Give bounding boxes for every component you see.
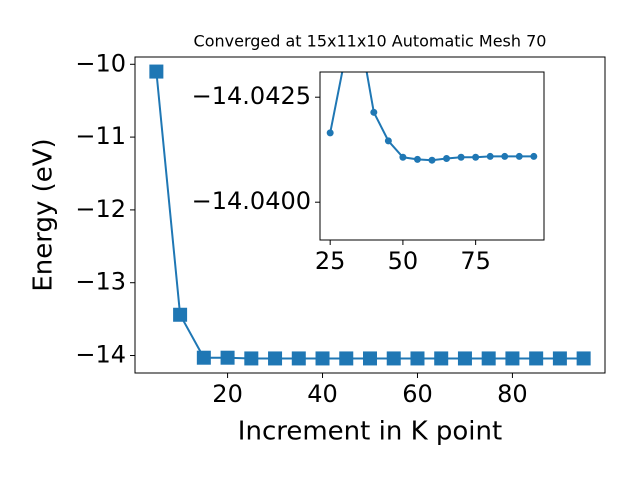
x-tick-label: 80 [497,380,528,408]
data-point [384,137,392,145]
x-tick-label: 50 [388,247,419,275]
y-tick-label: −12 [75,195,126,223]
x-axis-label: Increment in K point [238,417,502,447]
data-point [501,152,509,160]
data-point [505,351,520,366]
x-tick-label: 40 [307,380,338,408]
y-tick-label: −10 [75,49,126,77]
data-point [443,155,451,163]
y-axis-label: Energy (eV) [29,138,59,291]
data-point [386,351,401,366]
axes-frame [319,71,545,241]
y-tick-label: −14.0425 [192,82,311,110]
data-point [149,64,164,79]
data-point [244,351,259,366]
data-point [413,155,421,163]
x-tick-label: 75 [460,247,491,275]
data-point [339,351,354,366]
data-point [457,153,465,161]
x-tick-label: 20 [212,380,243,408]
y-tick-label: −11 [75,122,126,150]
data-point [399,153,407,161]
y-tick-label: −14.0400 [192,187,311,215]
data-point [370,108,378,116]
data-point [486,152,494,160]
plot-content [326,72,538,164]
data-point [173,307,188,322]
data-point [530,152,538,160]
data-point [552,351,567,366]
data-point [434,351,449,366]
data-point [515,152,523,160]
data-point [428,156,436,164]
data-point [457,351,472,366]
data-point [529,351,544,366]
data-point [363,351,377,366]
y-tick-label: −14 [75,341,126,369]
y-tick-label: −13 [75,268,126,296]
data-point [291,351,306,366]
data-point [410,351,425,366]
chart-title: Converged at 15x11x10 Automatic Mesh 70 [194,32,547,51]
data-point [472,153,480,161]
data-point [326,129,334,137]
data-point [315,351,330,366]
data-point [196,350,211,365]
axes-frame [134,56,606,374]
plot-content [149,64,591,366]
data-point [268,351,283,366]
data-point [481,351,496,366]
x-tick-label: 60 [402,380,433,408]
data-point [220,350,235,365]
data-point [576,351,591,366]
x-tick-label: 25 [315,247,346,275]
